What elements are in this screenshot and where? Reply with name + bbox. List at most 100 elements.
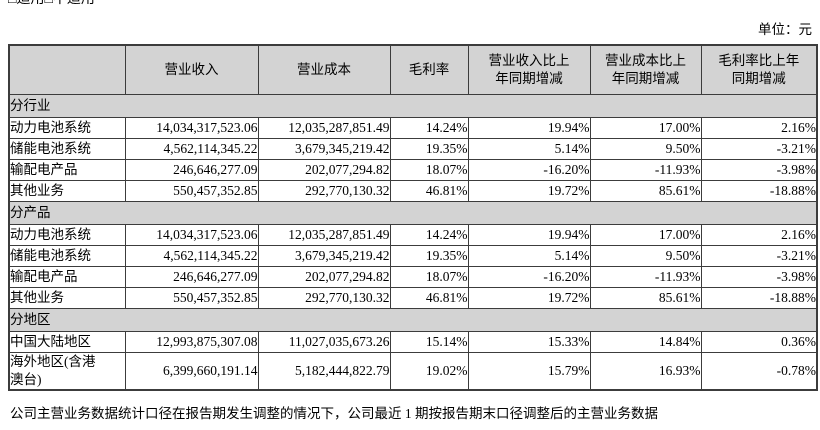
- revenue-cell: 14,034,317,523.06: [124, 224, 259, 246]
- table-row: 海外地区(含港澳台) 6,399,660,191.14 5,182,444,82…: [8, 352, 818, 391]
- section-label: 分产品: [8, 201, 818, 225]
- margin-cell: 14.24%: [389, 224, 469, 246]
- header-revenue: 营业收入: [124, 44, 259, 95]
- header-margin: 毛利率: [389, 44, 469, 95]
- row-label: 其他业务: [8, 180, 126, 202]
- row-label: 储能电池系统: [8, 245, 126, 267]
- cost-yoy-cell: -11.93%: [589, 159, 702, 181]
- margin-cell: 19.02%: [389, 352, 469, 391]
- margin-cell: 18.07%: [389, 159, 469, 181]
- margin-cell: 19.35%: [389, 245, 469, 267]
- margin-yoy-cell: -3.21%: [700, 138, 818, 160]
- revenue-yoy-cell: 15.33%: [467, 331, 591, 353]
- revenue-yoy-cell: -16.20%: [467, 266, 591, 288]
- header-revenue-yoy: 营业收入比上年同期增减: [467, 44, 591, 95]
- cost-cell: 202,077,294.82: [257, 266, 391, 288]
- table-row: 中国大陆地区 12,993,875,307.08 11,027,035,673.…: [8, 331, 818, 353]
- cost-cell: 292,770,130.32: [257, 287, 391, 309]
- unit-label: 单位：元: [758, 22, 812, 37]
- margin-cell: 46.81%: [389, 180, 469, 202]
- row-label: 动力电池系统: [8, 224, 126, 246]
- table-row: 储能电池系统 4,562,114,345.22 3,679,345,219.42…: [8, 138, 818, 160]
- row-label: 动力电池系统: [8, 117, 126, 139]
- revenue-yoy-cell: 19.94%: [467, 224, 591, 246]
- revenue-cell: 6,399,660,191.14: [124, 352, 259, 391]
- revenue-yoy-cell: 5.14%: [467, 245, 591, 267]
- cost-cell: 12,035,287,851.49: [257, 224, 391, 246]
- margin-cell: 46.81%: [389, 287, 469, 309]
- margin-cell: 14.24%: [389, 117, 469, 139]
- cost-yoy-cell: 9.50%: [589, 245, 702, 267]
- table-row: 其他业务 550,457,352.85 292,770,130.32 46.81…: [8, 180, 818, 202]
- row-label: 储能电池系统: [8, 138, 126, 160]
- table-row: 储能电池系统 4,562,114,345.22 3,679,345,219.42…: [8, 245, 818, 267]
- applicability-note-text: □适用□不适用: [8, 0, 820, 8]
- margin-yoy-cell: 2.16%: [700, 224, 818, 246]
- section-row-region: 分地区: [8, 308, 818, 332]
- revenue-cell: 550,457,352.85: [124, 287, 259, 309]
- table-row: 输配电产品 246,646,277.09 202,077,294.82 18.0…: [8, 266, 818, 288]
- revenue-cell: 4,562,114,345.22: [124, 138, 259, 160]
- revenue-yoy-cell: 19.72%: [467, 180, 591, 202]
- cost-yoy-cell: 17.00%: [589, 117, 702, 139]
- cost-cell: 5,182,444,822.79: [257, 352, 391, 391]
- margin-yoy-cell: -3.21%: [700, 245, 818, 267]
- cost-yoy-cell: -11.93%: [589, 266, 702, 288]
- cost-yoy-cell: 17.00%: [589, 224, 702, 246]
- header-row: 营业收入 营业成本 毛利率 营业收入比上年同期增减 营业成本比上年同期增减 毛利…: [8, 44, 818, 95]
- margin-cell: 19.35%: [389, 138, 469, 160]
- section-row-industry: 分行业: [8, 94, 818, 118]
- margin-yoy-cell: -3.98%: [700, 266, 818, 288]
- cost-cell: 202,077,294.82: [257, 159, 391, 181]
- table-row: 输配电产品 246,646,277.09 202,077,294.82 18.0…: [8, 159, 818, 181]
- table-row: 动力电池系统 14,034,317,523.06 12,035,287,851.…: [8, 224, 818, 246]
- cost-cell: 3,679,345,219.42: [257, 138, 391, 160]
- cost-yoy-cell: 85.61%: [589, 287, 702, 309]
- revenue-cell: 12,993,875,307.08: [124, 331, 259, 353]
- cost-cell: 11,027,035,673.26: [257, 331, 391, 353]
- row-label: 其他业务: [8, 287, 126, 309]
- cost-yoy-cell: 14.84%: [589, 331, 702, 353]
- revenue-yoy-cell: 19.72%: [467, 287, 591, 309]
- section-label: 分行业: [8, 94, 818, 118]
- section-label: 分地区: [8, 308, 818, 332]
- revenue-yoy-cell: -16.20%: [467, 159, 591, 181]
- margin-cell: 18.07%: [389, 266, 469, 288]
- cost-cell: 292,770,130.32: [257, 180, 391, 202]
- header-empty: [8, 44, 126, 95]
- margin-yoy-cell: -0.78%: [700, 352, 818, 391]
- footer-note: 公司主营业务数据统计口径在报告期发生调整的情况下，公司最近 1 期按报告期末口径…: [10, 406, 658, 422]
- revenue-cell: 4,562,114,345.22: [124, 245, 259, 267]
- revenue-cell: 246,646,277.09: [124, 159, 259, 181]
- header-margin-yoy: 毛利率比上年同期增减: [700, 44, 818, 95]
- margin-yoy-cell: -18.88%: [700, 287, 818, 309]
- cost-yoy-cell: 85.61%: [589, 180, 702, 202]
- margin-yoy-cell: -3.98%: [700, 159, 818, 181]
- revenue-cell: 14,034,317,523.06: [124, 117, 259, 139]
- cost-yoy-cell: 9.50%: [589, 138, 702, 160]
- cost-yoy-cell: 16.93%: [589, 352, 702, 391]
- margin-cell: 15.14%: [389, 331, 469, 353]
- row-label: 海外地区(含港澳台): [8, 352, 126, 391]
- table-row: 其他业务 550,457,352.85 292,770,130.32 46.81…: [8, 287, 818, 309]
- revenue-cell: 550,457,352.85: [124, 180, 259, 202]
- section-row-product: 分产品: [8, 201, 818, 225]
- revenue-cell: 246,646,277.09: [124, 266, 259, 288]
- applicability-note-clipped: □适用□不适用: [8, 0, 820, 9]
- table-row: 动力电池系统 14,034,317,523.06 12,035,287,851.…: [8, 117, 818, 139]
- revenue-yoy-cell: 19.94%: [467, 117, 591, 139]
- revenue-yoy-cell: 5.14%: [467, 138, 591, 160]
- header-cost: 营业成本: [257, 44, 391, 95]
- main-business-data-table: 营业收入 营业成本 毛利率 营业收入比上年同期增减 营业成本比上年同期增减 毛利…: [8, 44, 818, 392]
- header-cost-yoy: 营业成本比上年同期增减: [589, 44, 702, 95]
- cost-cell: 12,035,287,851.49: [257, 117, 391, 139]
- cost-cell: 3,679,345,219.42: [257, 245, 391, 267]
- margin-yoy-cell: -18.88%: [700, 180, 818, 202]
- revenue-yoy-cell: 15.79%: [467, 352, 591, 391]
- margin-yoy-cell: 2.16%: [700, 117, 818, 139]
- row-label: 输配电产品: [8, 159, 126, 181]
- row-label: 中国大陆地区: [8, 331, 126, 353]
- margin-yoy-cell: 0.36%: [700, 331, 818, 353]
- row-label: 输配电产品: [8, 266, 126, 288]
